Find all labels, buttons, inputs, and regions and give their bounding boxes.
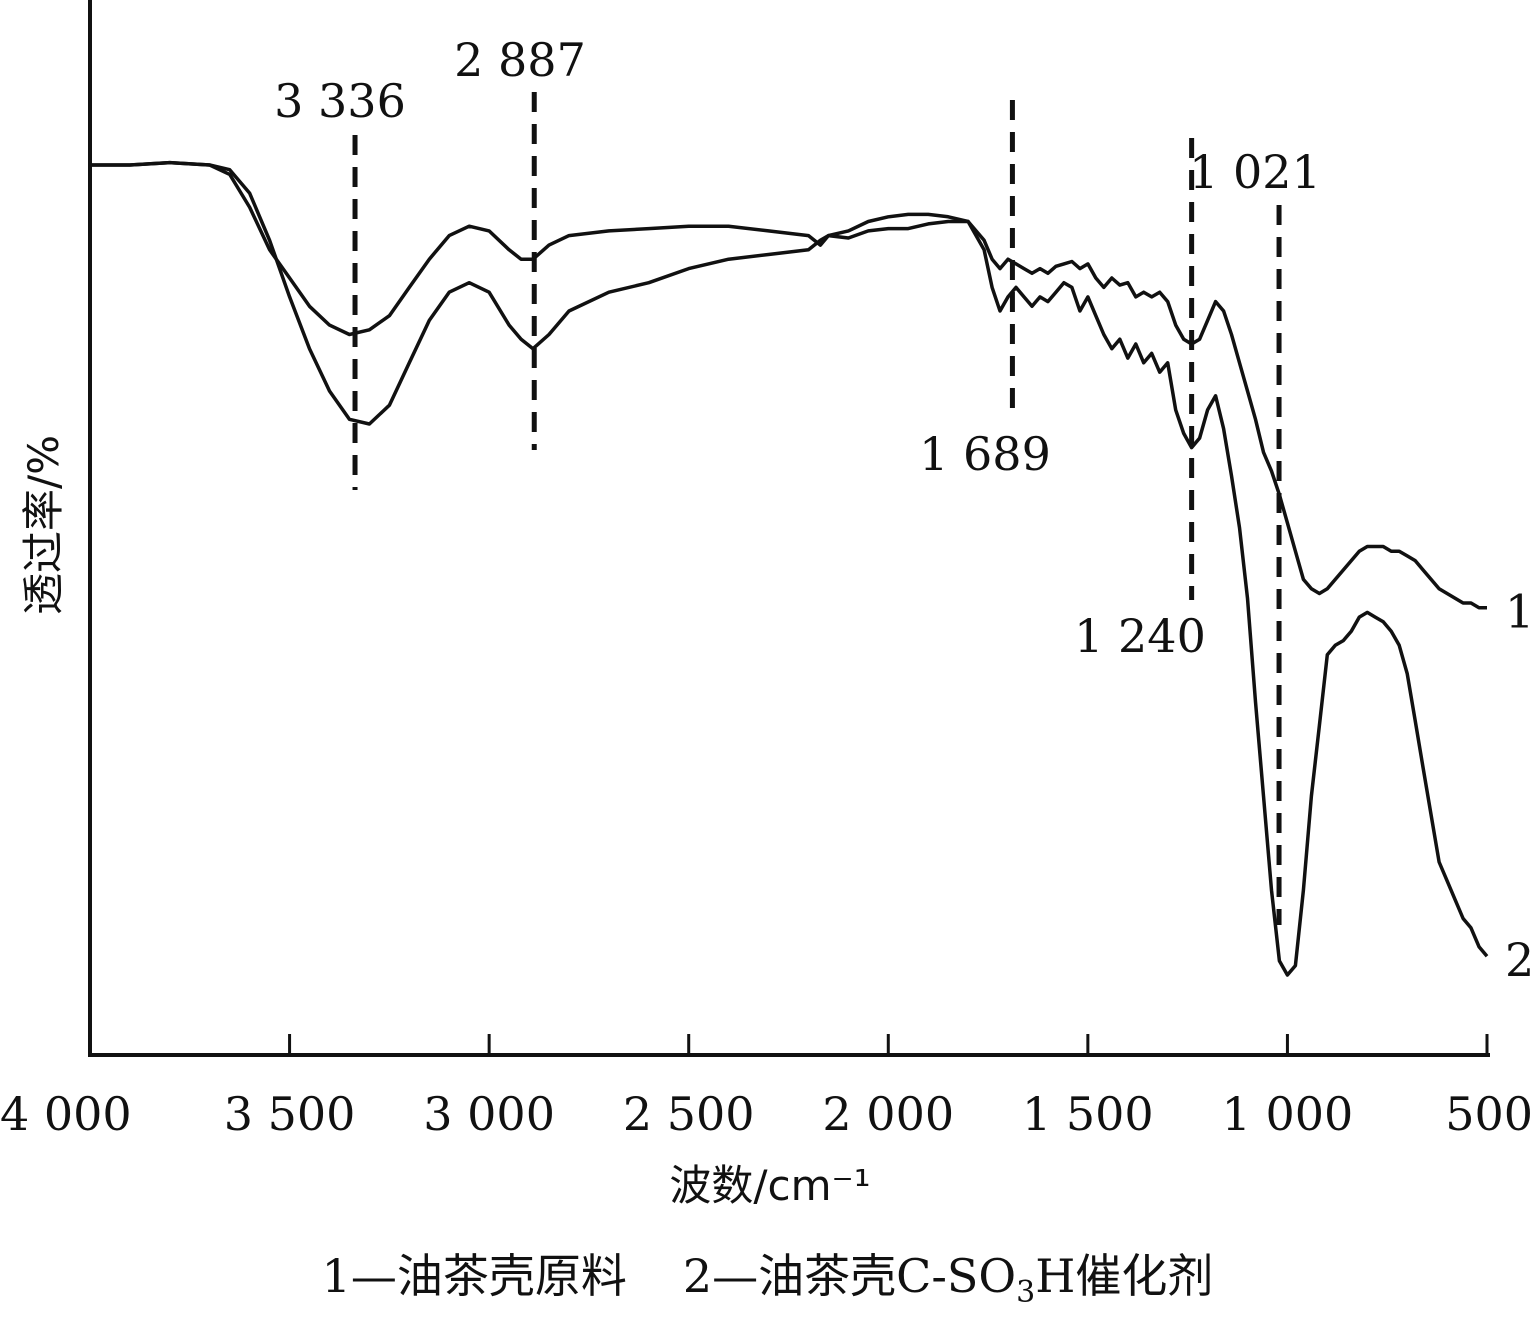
- x-tick-label: 2 500: [623, 1087, 755, 1141]
- y-axis-title: 透过率/%: [19, 435, 68, 615]
- axes: [88, 0, 1490, 1057]
- peak-label: 1 021: [1189, 145, 1321, 199]
- series-tags: 12: [1505, 585, 1534, 987]
- caption-item-1: 1—油茶壳原料: [321, 1249, 627, 1303]
- peak-label: 2 887: [454, 33, 586, 87]
- series-line-1: [90, 160, 1487, 610]
- ftir-chart: 4 000 3 500 3 000 2 500 2 000 1 500 1 000 500 3…: [0, 0, 1534, 1210]
- peak-label: 3 336: [274, 74, 406, 128]
- x-axis-title: 波数/cm⁻¹: [669, 1161, 870, 1210]
- peak-markers: 3 336 2 887 1 689 1 240 1 021: [274, 33, 1321, 925]
- x-tick-label: 500: [1445, 1087, 1533, 1141]
- x-tick-label: 2 000: [822, 1087, 954, 1141]
- x-tick-label: 3 000: [423, 1087, 555, 1141]
- figure-caption: 1—油茶壳原料 2—油茶壳C-SO3H催化剂: [0, 1240, 1535, 1310]
- caption-item-2-prefix: 2—油茶壳C-SO: [682, 1249, 1017, 1303]
- series-tag-1: 1: [1505, 585, 1534, 639]
- peak-label: 1 689: [919, 427, 1051, 481]
- series-lines: [90, 160, 1489, 977]
- series-tag-2: 2: [1505, 933, 1534, 987]
- x-tick-label: 1 000: [1222, 1087, 1354, 1141]
- x-tick-label: 4 000: [0, 1087, 132, 1141]
- x-ticks: 4 000 3 500 3 000 2 500 2 000 1 500 1 000 500: [0, 1034, 1533, 1141]
- series-line-2: [90, 160, 1489, 977]
- peak-label: 1 240: [1074, 609, 1206, 663]
- x-tick-label: 1 500: [1022, 1087, 1154, 1141]
- caption-item-2-subscript: 3: [1016, 1275, 1036, 1311]
- caption-item-2-suffix: H催化剂: [1035, 1249, 1214, 1303]
- x-tick-label: 3 500: [224, 1087, 356, 1141]
- caption-item-2: 2—油茶壳C-SO3H催化剂: [682, 1249, 1214, 1310]
